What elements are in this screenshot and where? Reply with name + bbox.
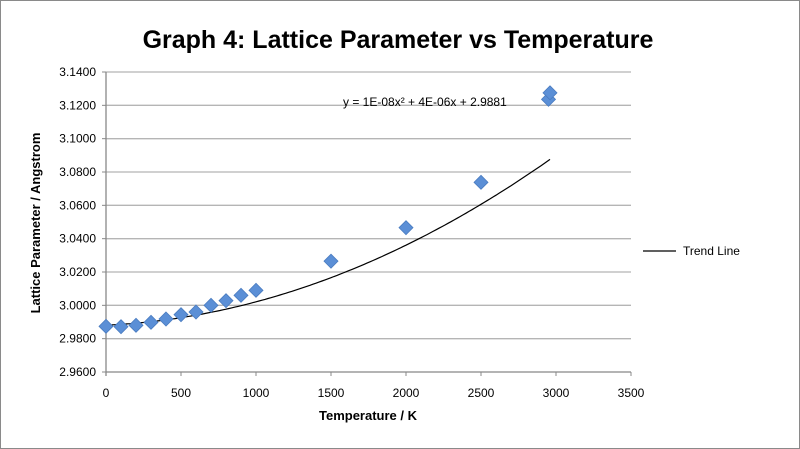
y-tick-label: 3.0600 xyxy=(59,198,96,212)
data-point xyxy=(248,282,264,298)
x-tick-label: 2500 xyxy=(468,386,495,400)
data-point xyxy=(188,304,204,320)
data-point xyxy=(218,293,234,309)
data-point xyxy=(233,287,249,303)
x-tick-label: 500 xyxy=(171,386,191,400)
data-point xyxy=(158,311,174,327)
x-tick-label: 2000 xyxy=(393,386,420,400)
y-tick-label: 3.0200 xyxy=(59,265,96,279)
y-tick-label: 3.1400 xyxy=(59,65,96,79)
y-tick-label: 3.1200 xyxy=(59,98,96,112)
data-point xyxy=(323,253,339,269)
x-axis-label: Temperature / K xyxy=(319,408,418,423)
chart-title: Graph 4: Lattice Parameter vs Temperatur… xyxy=(143,26,654,54)
data-point xyxy=(473,174,489,190)
data-point xyxy=(98,318,114,334)
legend: Trend Line xyxy=(643,244,740,258)
x-tick-label: 0 xyxy=(103,386,110,400)
data-point xyxy=(203,297,219,313)
x-tick-label: 3500 xyxy=(618,386,645,400)
y-tick-label: 3.0000 xyxy=(59,298,96,312)
y-tick-label: 2.9600 xyxy=(59,365,96,379)
legend-trend-label: Trend Line xyxy=(683,244,740,258)
data-point xyxy=(542,85,558,101)
data-point xyxy=(113,319,129,335)
y-tick-label: 2.9800 xyxy=(59,332,96,346)
data-point xyxy=(398,220,414,236)
data-point xyxy=(173,307,189,323)
data-point xyxy=(128,317,144,333)
x-tick-label: 1500 xyxy=(318,386,345,400)
data-point xyxy=(143,314,159,330)
y-axis-label: Lattice Parameter / Angstrom xyxy=(28,133,43,314)
y-tick-label: 3.0400 xyxy=(59,232,96,246)
x-tick-label: 3000 xyxy=(543,386,570,400)
trend-equation: y = 1E-08x² + 4E-06x + 2.9881 xyxy=(343,95,507,109)
x-tick-label: 1000 xyxy=(243,386,270,400)
y-tick-label: 3.1000 xyxy=(59,132,96,146)
y-tick-label: 3.0800 xyxy=(59,165,96,179)
